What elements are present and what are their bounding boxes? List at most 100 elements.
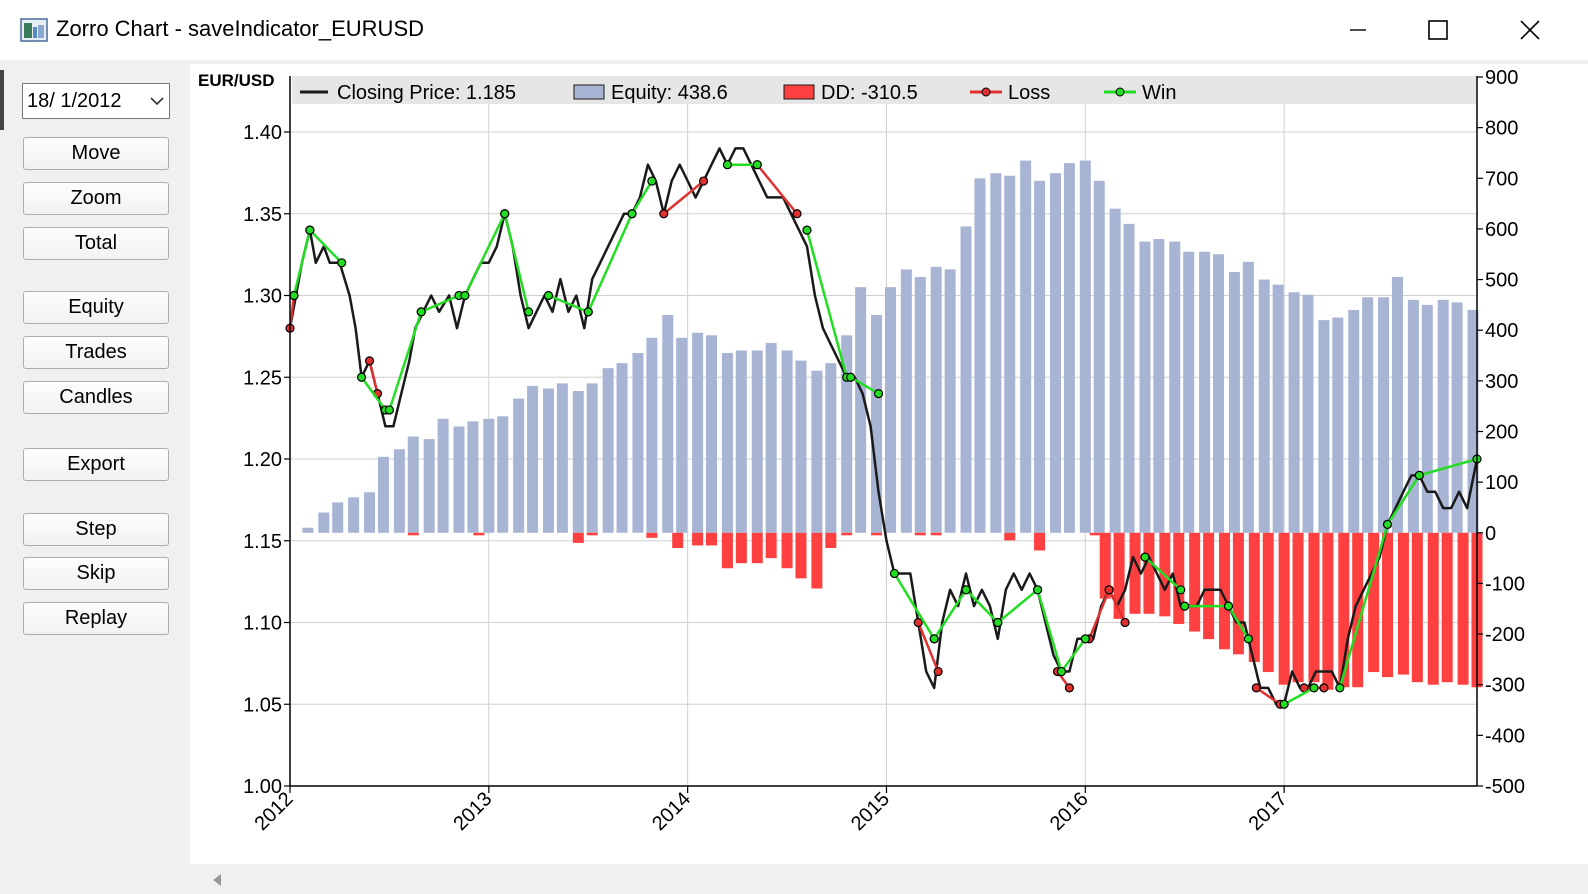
win-trade-line <box>587 213 634 313</box>
win-trade-entry-marker <box>1140 552 1150 562</box>
win-trade-line <box>1386 474 1421 526</box>
win-trade-line <box>360 376 387 411</box>
drawdown-bar <box>1248 532 1260 662</box>
right-tick-label: -300 <box>1485 675 1525 697</box>
maximize-button[interactable] <box>1398 0 1478 60</box>
drawdown-bar <box>1457 532 1469 685</box>
equity-bar <box>467 421 479 533</box>
drawdown-bar <box>407 532 419 536</box>
x-tick-label: 2017 <box>1245 788 1292 835</box>
equity-bar <box>930 266 942 533</box>
win-trade-line <box>965 588 999 624</box>
equity-bar <box>1093 180 1105 533</box>
scroll-left-icon[interactable] <box>210 872 224 888</box>
drawdown-bar <box>1099 532 1111 599</box>
win-trade-entry-marker <box>1056 666 1067 677</box>
drawdown-bar <box>706 532 718 546</box>
win-trade-entry-marker <box>722 160 733 170</box>
step-button[interactable]: Step <box>23 513 169 546</box>
right-tick-label: 200 <box>1485 422 1518 444</box>
drawdown-bar <box>692 532 704 546</box>
dd-legend: DD: -310.5 <box>821 82 918 104</box>
trades-button[interactable]: Trades <box>23 336 169 369</box>
total-button[interactable]: Total <box>23 227 169 260</box>
drawdown-bar <box>751 532 763 564</box>
win-trade-entry-marker <box>1414 470 1424 480</box>
move-button[interactable]: Move <box>23 137 169 170</box>
date-value: 18/ 1/2012 <box>27 89 122 112</box>
right-tick-label: -100 <box>1485 573 1525 595</box>
panel-edge <box>0 70 4 130</box>
minimize-button[interactable] <box>1318 0 1398 60</box>
win-trade-entry-marker <box>289 290 299 301</box>
win-trade-exit-marker <box>752 160 762 170</box>
left-tick-label: 1.10 <box>243 613 282 635</box>
win-trade-line <box>1227 605 1250 640</box>
loss-trade-line <box>368 360 379 394</box>
win-trade-exit-marker <box>1243 634 1253 644</box>
loss-trade-line <box>917 622 940 673</box>
win-trade-line <box>1144 556 1182 591</box>
equity-bar <box>377 456 389 533</box>
export-button[interactable]: Export <box>23 448 169 481</box>
equity-button[interactable]: Equity <box>23 291 169 324</box>
price-equity-chart: EUR/USD 1.00 1.05 1.10 1.15 1.20 1.25 1.30 1.35 1… <box>198 67 1525 835</box>
win-trade-entry-marker <box>500 209 510 219</box>
trade-lines <box>285 160 1482 709</box>
equity-bar <box>811 370 823 533</box>
drawdown-bar <box>1441 532 1453 683</box>
equity-bar <box>960 226 972 533</box>
minimize-icon <box>1350 29 1366 31</box>
equity-bar <box>676 337 688 533</box>
equity-bar <box>1169 241 1181 533</box>
equity-bar <box>1183 251 1195 533</box>
win-trade-line <box>503 213 530 313</box>
horizontal-scrollbar[interactable] <box>190 868 1588 894</box>
equity-bar <box>332 502 344 533</box>
drawdown-bar <box>1189 532 1201 632</box>
close-button[interactable] <box>1490 0 1570 60</box>
close-icon <box>1520 20 1540 40</box>
equity-bar <box>407 436 419 533</box>
drawdown-bar <box>841 532 853 536</box>
maximize-icon <box>1428 20 1448 40</box>
equity-bar <box>364 492 376 533</box>
loss-trade-exit-marker <box>933 666 943 677</box>
candles-button[interactable]: Candles <box>23 381 169 414</box>
equity-bar <box>616 363 628 533</box>
zoom-button[interactable]: Zoom <box>23 182 169 215</box>
equity-bar <box>586 383 598 533</box>
loss-trade-entry-marker <box>913 617 923 628</box>
drawdown-bar <box>586 532 598 536</box>
drawdown-bar <box>1427 532 1439 685</box>
drawdown-bar <box>1034 532 1046 551</box>
win-trade-entry-marker <box>305 225 315 235</box>
drawdown-bar <box>735 532 747 564</box>
drawdown-bar <box>1232 532 1244 655</box>
equity-bar <box>1034 180 1046 533</box>
drawdown-bar <box>1352 532 1364 688</box>
drawdown-bar <box>1129 532 1141 614</box>
drawdown-bar <box>1203 532 1215 640</box>
window-title: Zorro Chart - saveIndicator_EURUSD <box>56 16 425 41</box>
equity-bar <box>855 287 867 533</box>
loss-trade-line <box>1108 589 1127 624</box>
win-trade-line <box>933 589 968 640</box>
win-trade-entry-marker <box>1382 519 1393 529</box>
equity-bar <box>751 350 763 533</box>
loss-trade-exit-marker <box>1319 683 1329 693</box>
date-picker[interactable]: 18/ 1/2012 <box>22 83 170 119</box>
equity-bar <box>1378 297 1390 533</box>
loss-trade-exit-marker <box>698 176 709 186</box>
drawdown-bar <box>1292 532 1304 683</box>
equity-bar <box>542 388 554 533</box>
equity-bar <box>1302 294 1314 533</box>
loss-trade-exit-marker <box>1120 617 1130 628</box>
win-trade-line <box>805 229 848 378</box>
win-trade-entry-marker <box>993 617 1003 628</box>
skip-button[interactable]: Skip <box>23 557 169 590</box>
equity-bar <box>646 337 658 533</box>
replay-button[interactable]: Replay <box>23 602 169 635</box>
win-trade-line <box>292 229 312 296</box>
drawdown-bar <box>572 532 584 543</box>
